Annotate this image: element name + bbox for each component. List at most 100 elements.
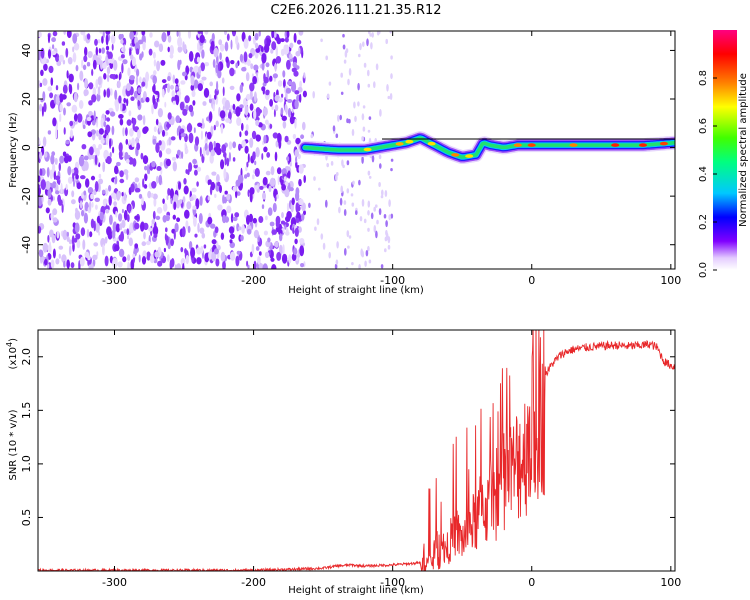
noise-blob xyxy=(308,202,311,208)
noise-blob xyxy=(249,90,253,101)
noise-blob xyxy=(203,244,207,249)
noise-blob xyxy=(351,202,355,207)
noise-blob xyxy=(123,97,127,104)
ridge-hotspot xyxy=(569,143,578,147)
noise-blob xyxy=(66,236,70,243)
noise-blob xyxy=(204,31,209,35)
noise-blob xyxy=(298,31,304,36)
noise-blob xyxy=(62,84,68,94)
noise-blob xyxy=(44,151,48,158)
noise-blob xyxy=(201,76,207,81)
noise-blob xyxy=(239,53,244,63)
noise-blob xyxy=(338,206,341,214)
noise-blob xyxy=(87,187,94,194)
noise-blob xyxy=(262,88,265,95)
noise-blob xyxy=(49,169,54,180)
noise-blob xyxy=(221,77,225,84)
noise-blob xyxy=(73,237,78,243)
noise-blob xyxy=(272,202,277,213)
noise-blob xyxy=(247,264,250,269)
noise-blob xyxy=(49,92,54,99)
colorbar-ticks: 0.0 0.2 0.4 0.6 0.8 xyxy=(698,70,717,278)
noise-blob xyxy=(246,161,249,168)
noise-blob xyxy=(179,128,185,134)
noise-blob xyxy=(68,245,72,256)
noise-blob xyxy=(96,117,99,128)
noise-blob xyxy=(87,51,93,58)
noise-blob xyxy=(208,141,213,153)
noise-blob xyxy=(275,56,282,64)
noise-blob xyxy=(44,258,48,266)
noise-blob xyxy=(66,70,69,79)
colorbar-tick-label: 0.8 xyxy=(698,70,709,86)
snr-y-scale-close: ) xyxy=(8,338,19,342)
snr-x-label: Height of straight line (km) xyxy=(288,585,424,596)
noise-blob xyxy=(171,156,177,161)
noise-blob xyxy=(343,200,347,205)
noise-blob xyxy=(359,43,362,51)
noise-blob xyxy=(241,122,244,131)
noise-blob xyxy=(204,61,210,67)
colorbar-label: Normalized spectral amplitude xyxy=(738,73,749,227)
noise-blob xyxy=(183,178,187,185)
noise-blob xyxy=(385,220,388,228)
noise-blob xyxy=(70,262,75,269)
noise-blob xyxy=(69,120,74,127)
noise-blob xyxy=(59,113,62,122)
noise-blob xyxy=(139,76,142,84)
noise-blob xyxy=(263,76,269,84)
noise-blob xyxy=(184,95,190,104)
noise-blob xyxy=(269,123,273,129)
noise-blob xyxy=(348,68,352,76)
noise-blob xyxy=(165,158,171,167)
noise-blob xyxy=(367,227,370,232)
spectrogram-y-ticks: -40 -20 0 20 40 xyxy=(20,43,675,254)
noise-blob xyxy=(146,251,151,261)
noise-blob xyxy=(232,31,236,34)
noise-blob xyxy=(98,128,104,135)
noise-blob xyxy=(286,59,291,70)
noise-blob xyxy=(202,101,207,106)
noise-blob xyxy=(258,263,264,269)
noise-blob xyxy=(381,189,384,197)
noise-blob xyxy=(262,106,268,117)
noise-blob xyxy=(69,129,74,139)
noise-blob xyxy=(153,126,157,133)
noise-blob xyxy=(375,230,378,239)
noise-blob xyxy=(235,106,241,117)
noise-blob xyxy=(226,157,230,167)
noise-blob xyxy=(128,110,132,117)
noise-blob xyxy=(299,245,305,257)
noise-blob xyxy=(100,60,104,70)
noise-blob xyxy=(236,250,241,255)
noise-blob xyxy=(371,155,375,163)
noise-blob xyxy=(295,160,298,169)
noise-blob xyxy=(141,31,146,36)
noise-blob xyxy=(165,148,172,155)
noise-blob xyxy=(389,31,392,34)
noise-blob xyxy=(102,161,106,173)
noise-blob xyxy=(101,189,106,195)
noise-blob xyxy=(367,245,370,252)
noise-blob xyxy=(235,35,239,46)
noise-blob xyxy=(57,194,61,203)
noise-blob xyxy=(215,120,219,128)
noise-blob xyxy=(219,110,226,119)
noise-blob xyxy=(143,126,149,133)
noise-blob xyxy=(65,47,69,58)
snr-y-ticks: 0.5 1.0 1.5 2.0 xyxy=(20,348,675,526)
noise-blob xyxy=(253,109,257,120)
noise-blob xyxy=(55,258,60,265)
noise-blob xyxy=(118,114,124,119)
noise-blob xyxy=(184,142,187,149)
noise-blob xyxy=(182,228,185,238)
noise-blob xyxy=(137,99,141,107)
noise-blob xyxy=(209,154,214,164)
noise-blob xyxy=(38,175,41,183)
noise-blob xyxy=(179,101,185,111)
noise-blob xyxy=(197,42,200,52)
colorbar-gradient xyxy=(713,30,737,270)
noise-blob xyxy=(151,219,156,225)
noise-blob xyxy=(94,38,98,46)
noise-blob xyxy=(47,253,52,260)
